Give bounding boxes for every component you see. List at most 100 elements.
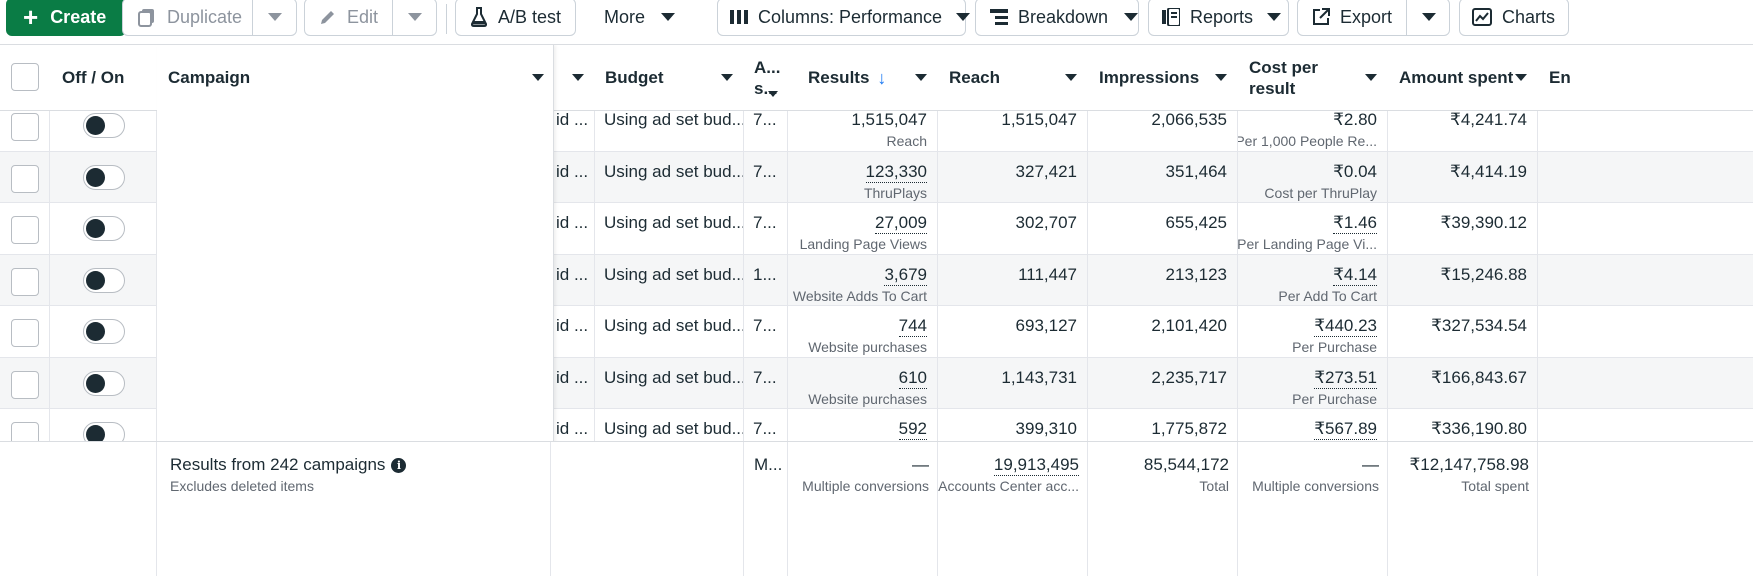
amount-spent-cell: ₹327,534.54 [1431,316,1527,335]
column-divider [937,442,938,576]
row-checkbox[interactable] [11,113,39,141]
header-impressions[interactable]: Impressions [1099,45,1237,111]
reach-cell: 1,143,731 [1001,367,1077,387]
chevron-down-icon [956,13,971,21]
amount-spent-cell: ₹4,241.74 [1450,110,1527,129]
row-checkbox[interactable] [11,319,39,347]
toolbar: + Create Duplicate Edit A/B test More [0,0,1753,44]
column-divider [1087,45,1088,485]
column-divider [1087,442,1088,576]
campaign-toggle[interactable] [83,216,125,241]
row-checkbox[interactable] [11,370,39,399]
results-cell: 27,009 Landing Page Views [799,213,927,252]
sort-descending-icon: ↓ [877,67,887,88]
toggle-knob [86,322,105,341]
column-divider [787,45,788,485]
chevron-down-icon [1421,13,1436,21]
header-off-on[interactable]: Off / On [62,68,125,87]
header-amount-spent[interactable]: Amount spent [1399,45,1537,111]
table-row[interactable]: id ... Using ad set bud... 7... 1,515,047 Re… [0,100,1753,152]
info-icon[interactable]: i [391,458,407,473]
reports-button[interactable]: Reports [1148,0,1289,36]
reach-cell: 693,127 [1015,316,1077,335]
row-checkbox[interactable] [11,216,39,244]
header-cost-per-result[interactable]: Cost per result [1249,45,1387,111]
impressions-cell: 2,066,535 [1151,110,1227,129]
select-all-header [0,45,49,111]
results-cell: 610 Website purchases [808,367,927,407]
cost-per-result-cell: ₹1.46 Per Landing Page Vi... [1237,213,1377,252]
campaign-toggle[interactable] [83,370,125,396]
footer-summary: Results from 242 campaigns i Excludes del… [170,442,550,576]
header-budget[interactable]: Budget [605,45,743,111]
reach-cell: 399,310 [1015,419,1077,438]
campaign-toggle[interactable] [83,113,125,138]
charts-button[interactable]: Charts [1459,0,1569,36]
column-divider [1237,442,1238,576]
chevron-down-icon [1515,74,1527,81]
export-menu-button[interactable] [1406,0,1450,35]
amount-spent-cell: ₹15,246.88 [1440,264,1527,284]
bid-strategy-cell: id ... [556,264,589,284]
duplicate-menu-button[interactable] [252,0,297,35]
edit-button[interactable]: Edit [304,0,437,36]
chevron-down-icon [532,74,544,81]
row-checkbox[interactable] [11,164,39,193]
header-ends[interactable]: En [1549,68,1571,87]
campaign-toggle[interactable] [83,267,125,293]
columns-button[interactable]: Columns: Performance [717,0,971,36]
chevron-down-icon [768,91,778,97]
budget-cell: Using ad set bud... [604,213,743,232]
header-campaign[interactable]: Campaign [168,45,554,111]
column-divider [787,442,788,576]
attribution-cell: 1... [753,264,777,284]
duplicate-button[interactable]: Duplicate [122,0,297,36]
attribution-cell: 7... [753,316,777,335]
ab-test-button[interactable]: A/B test [455,0,576,36]
breakdown-button[interactable]: Breakdown [975,0,1139,36]
table-footer: Results from 242 campaigns i Excludes del… [0,441,1753,576]
edit-menu-button[interactable] [392,0,437,35]
table-row[interactable]: id ... Using ad set bud... 7... 744 Website … [0,306,1753,358]
toggle-knob [86,116,105,135]
results-cell: 744 Website purchases [808,316,927,355]
chevron-down-icon [268,13,282,21]
amount-spent-cell: ₹336,190.80 [1431,419,1527,438]
breakdown-icon [990,8,1008,26]
column-divider [1537,45,1538,485]
export-button[interactable]: Export [1297,0,1450,36]
bid-strategy-cell: id ... [556,419,589,438]
column-divider [594,45,595,485]
bid-strategy-cell: id ... [556,110,589,129]
plus-icon: + [23,2,39,32]
columns-icon [730,9,748,25]
export-icon [1312,8,1330,26]
bid-strategy-cell: id ... [556,161,589,181]
select-all-checkbox[interactable] [11,63,39,91]
table-row[interactable]: id ... Using ad set bud... 7... 27,009 Landi… [0,203,1753,255]
campaign-toggle[interactable] [83,319,125,344]
budget-cell: Using ad set bud... [604,367,743,387]
column-divider [156,45,157,485]
more-button[interactable]: More [583,0,693,36]
impressions-cell: 213,123 [1165,264,1227,284]
column-divider [743,45,744,485]
toggle-knob [86,219,105,238]
impressions-cell: 1,775,872 [1151,419,1227,438]
budget-cell: Using ad set bud... [604,419,743,438]
header-bid-strategy[interactable] [555,45,594,111]
column-divider [1387,442,1388,576]
attribution-cell: 7... [753,161,777,181]
row-checkbox[interactable] [11,267,39,296]
header-reach[interactable]: Reach [949,45,1087,111]
footer-amount-spent: ₹12,147,758.98 Total spent [1409,455,1529,494]
header-results[interactable]: Results ↓ [808,45,937,111]
cost-per-result-cell: ₹2.80 Per 1,000 People Re... [1237,110,1377,149]
column-divider [1537,442,1538,576]
header-attribution[interactable]: A... s... [754,58,781,98]
create-button[interactable]: + Create [6,0,126,36]
chevron-down-icon [408,13,422,21]
column-divider [49,45,50,485]
campaign-toggle[interactable] [83,164,125,190]
chevron-down-icon [721,74,733,81]
